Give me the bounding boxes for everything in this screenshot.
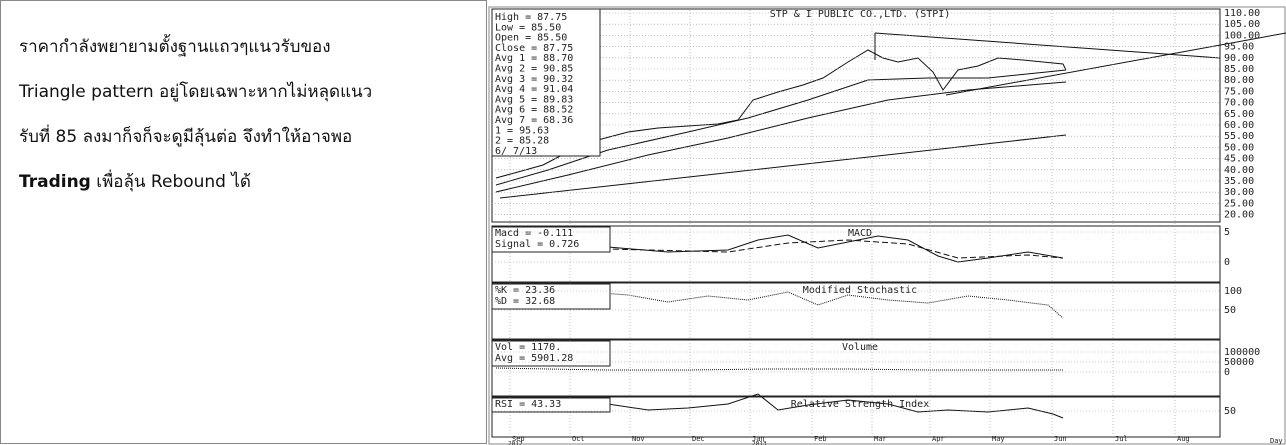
day-label: Day <box>1270 437 1283 445</box>
stochastic-line <box>547 291 1064 319</box>
text: เพื่อลุ้น Rebound ได้ <box>90 172 251 192</box>
axis-tick-label: 50 <box>1224 406 1236 417</box>
info-line: Macd = -0.111 <box>495 228 573 239</box>
month-label: Nov <box>632 435 645 443</box>
month-label: Dec <box>692 435 705 443</box>
month-label: Mar <box>874 435 887 443</box>
info-line: 2 = 85.28 <box>495 136 549 147</box>
price-tick-label: 70.00 <box>1224 98 1254 109</box>
info-line: Avg 7 = 68.36 <box>495 115 573 126</box>
month-label: Feb <box>814 435 827 443</box>
price-tick-label: 80.00 <box>1224 75 1254 86</box>
info-line: Close = 87.75 <box>495 43 573 54</box>
info-line: High = 87.75 <box>495 12 567 23</box>
price-tick-label: 95.00 <box>1224 42 1254 53</box>
text-line: Trading เพื่อลุ้น Rebound ได้ <box>19 160 486 205</box>
price-tick-label: 55.00 <box>1224 131 1254 142</box>
volume-bars <box>495 367 1063 371</box>
panel <box>491 225 1221 283</box>
month-label: May <box>992 435 1005 443</box>
axis-tick-label: 50 <box>1224 305 1236 316</box>
price-tick-label: 60.00 <box>1224 120 1254 131</box>
price-tick-label: 30.00 <box>1224 187 1254 198</box>
info-line: Avg = 5901.28 <box>495 353 573 364</box>
info-line: Vol = 1170. <box>495 342 561 353</box>
stock-chart: Sep Oct Nov Dec Jan Feb Mar Apr May Jun Jul Aug 2012… <box>488 6 1286 445</box>
info-line: Avg 1 = 88.70 <box>495 53 573 64</box>
price-tick-label: 50.00 <box>1224 142 1254 153</box>
panel-title: MACD <box>848 228 872 239</box>
macd-line <box>495 234 1064 263</box>
info-line: RSI = 43.33 <box>495 399 561 410</box>
info-box <box>491 340 611 367</box>
axis-tick-label: 0 <box>1224 257 1230 268</box>
info-line: Avg 6 = 88.52 <box>495 105 573 116</box>
price-tick-label: 85.00 <box>1224 64 1254 75</box>
price-tick-label: 40.00 <box>1224 165 1254 176</box>
month-label: Jul <box>1115 435 1128 443</box>
axis-tick-label: 50000 <box>1224 357 1254 368</box>
info-line: Avg 2 = 90.85 <box>495 64 573 75</box>
axis-tick-label: 0 <box>1224 367 1230 378</box>
price-tick-label: 100.00 <box>1224 30 1260 41</box>
info-line: Low = 85.50 <box>495 22 561 33</box>
info-line: 1 = 95.63 <box>495 125 549 136</box>
info-line: Open = 85.50 <box>495 33 567 44</box>
axis-tick-label: 100 <box>1224 286 1242 297</box>
chart-title: STP & I PUBLIC CO.,LTD. (STPI) <box>770 9 951 20</box>
info-line: %K = 23.36 <box>495 285 555 296</box>
info-box <box>491 226 611 253</box>
month-label: Oct <box>572 435 585 443</box>
trend-line <box>945 32 1286 96</box>
panel <box>491 282 1221 340</box>
price-tick-label: 75.00 <box>1224 86 1254 97</box>
month-label: Aug <box>1177 435 1190 443</box>
year-label: 2012 <box>508 441 523 445</box>
price-tick-label: 20.00 <box>1224 210 1254 221</box>
month-label: Sep <box>512 435 525 443</box>
price-tick-label: 105.00 <box>1224 19 1260 30</box>
panel-title: Modified Stochastic <box>803 285 917 296</box>
info-line: %D = 32.68 <box>495 296 555 307</box>
price-tick-label: 65.00 <box>1224 109 1254 120</box>
text-line: Triangle pattern อยู่โดยเฉพาะหากไม่หลุดแ… <box>19 82 373 102</box>
text-cell: ราคากำลังพยายามตั้งฐานแถวๆแนวรับของ Tria… <box>0 0 487 444</box>
info-box <box>491 283 611 310</box>
info-line: Avg 3 = 90.32 <box>495 74 573 85</box>
bold-text: Trading <box>19 172 91 192</box>
panel <box>491 396 1221 438</box>
month-label: Apr <box>932 435 945 443</box>
panel <box>491 339 1221 397</box>
long-average <box>499 134 1067 199</box>
price-tick-label: 35.00 <box>1224 176 1254 187</box>
price-tick-label: 45.00 <box>1224 154 1254 165</box>
price-tick-label: 110.00 <box>1224 8 1260 19</box>
axis-tick-label: 5 <box>1224 227 1230 238</box>
text-line: รับที่ 85 ลงมาก็จก็จะดูมีลุ้นต่อ จึงทำให… <box>19 127 353 147</box>
info-box <box>491 8 601 157</box>
info-line: Avg 4 = 91.04 <box>495 84 573 95</box>
info-box <box>491 397 611 413</box>
panel-title: Volume <box>842 342 878 353</box>
price-tick-label: 25.00 <box>1224 198 1254 209</box>
month-label: Jun <box>1054 435 1067 443</box>
trend-line <box>874 32 1221 59</box>
info-line: Avg 5 = 89.83 <box>495 94 573 105</box>
year-label: 2013 <box>752 441 767 445</box>
info-line: 6/ 7/13 <box>495 146 537 157</box>
text-line: ราคากำลังพยายามตั้งฐานแถวๆแนวรับของ <box>19 37 331 57</box>
axis-tick-label: 100000 <box>1224 347 1260 358</box>
panel-title: Relative Strength Index <box>791 399 929 410</box>
price-tick-label: 90.00 <box>1224 53 1254 64</box>
average-line <box>495 69 1067 186</box>
month-label: Jan <box>752 435 765 443</box>
info-line: Signal = 0.726 <box>495 239 579 250</box>
